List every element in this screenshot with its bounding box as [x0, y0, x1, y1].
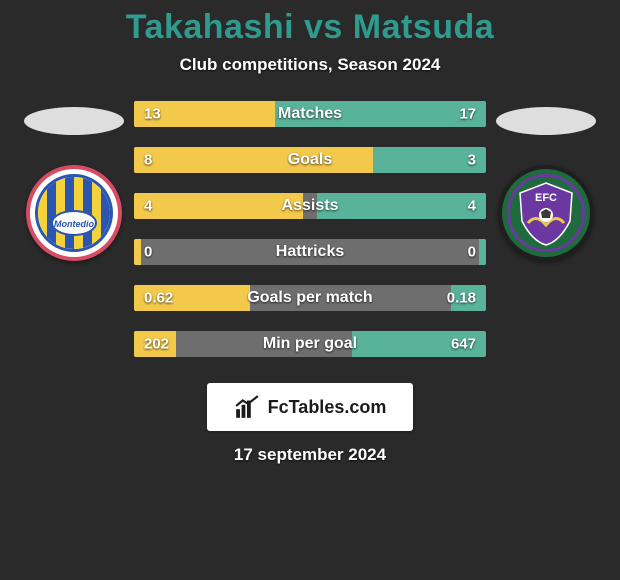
stat-label: Goals	[288, 151, 332, 169]
stat-row: 202 647 Min per goal	[134, 331, 486, 357]
stat-value-right: 647	[451, 336, 476, 353]
right-player-col: EFC	[486, 101, 606, 261]
stat-row: 8 3 Goals	[134, 147, 486, 173]
stat-row: 4 4 Assists	[134, 193, 486, 219]
stat-value-right: 17	[459, 106, 476, 123]
right-club-crest: EFC	[498, 165, 594, 261]
stat-bar-left	[134, 239, 141, 265]
stat-value-left: 8	[144, 152, 152, 169]
source-badge: FcTables.com	[207, 383, 413, 431]
stat-value-right: 0.18	[447, 290, 476, 307]
stat-value-left: 202	[144, 336, 169, 353]
stat-value-left: 4	[144, 198, 152, 215]
page-subtitle: Club competitions, Season 2024	[180, 55, 441, 75]
right-player-shadow	[496, 107, 596, 135]
stat-bar-right	[317, 193, 486, 219]
stat-row: 13 17 Matches	[134, 101, 486, 127]
left-club-crest-inner: Montedio	[35, 174, 113, 252]
stat-value-right: 3	[468, 152, 476, 169]
left-player-col: Montedio	[14, 101, 134, 261]
left-player-shadow	[24, 107, 124, 135]
svg-text:Montedio: Montedio	[54, 219, 94, 229]
source-badge-text: FcTables.com	[268, 397, 387, 418]
stat-row: 0.62 0.18 Goals per match	[134, 285, 486, 311]
stat-row: 0 0 Hattricks	[134, 239, 486, 265]
left-crest-svg: Montedio	[38, 177, 110, 249]
stat-label: Assists	[282, 197, 339, 215]
stat-label: Goals per match	[247, 289, 372, 307]
page-title: Takahashi vs Matsuda	[126, 8, 494, 47]
stat-bar-left	[134, 193, 303, 219]
stat-bar-left	[134, 147, 373, 173]
comparison-infographic: Takahashi vs Matsuda Club competitions, …	[0, 0, 620, 580]
left-club-crest: Montedio	[26, 165, 122, 261]
stat-label: Matches	[278, 105, 342, 123]
stat-value-left: 0.62	[144, 290, 173, 307]
stat-label: Min per goal	[263, 335, 357, 353]
comparison-arena: Montedio 13 17 Matches 8 3 Goals 4 4 Assists 0 0 Ha…	[0, 101, 620, 357]
stat-value-right: 4	[468, 198, 476, 215]
stat-bars: 13 17 Matches 8 3 Goals 4 4 Assists 0 0 Hattricks 0.…	[134, 101, 486, 357]
right-crest-svg: EFC	[510, 177, 582, 249]
stat-value-left: 13	[144, 106, 161, 123]
stat-value-left: 0	[144, 244, 152, 261]
date-text: 17 september 2024	[234, 445, 386, 465]
stat-value-right: 0	[468, 244, 476, 261]
right-club-crest-inner: EFC	[507, 174, 585, 252]
stat-bar-right	[479, 239, 486, 265]
svg-text:EFC: EFC	[535, 192, 557, 204]
stat-label: Hattricks	[276, 243, 344, 261]
chart-icon	[234, 394, 260, 420]
